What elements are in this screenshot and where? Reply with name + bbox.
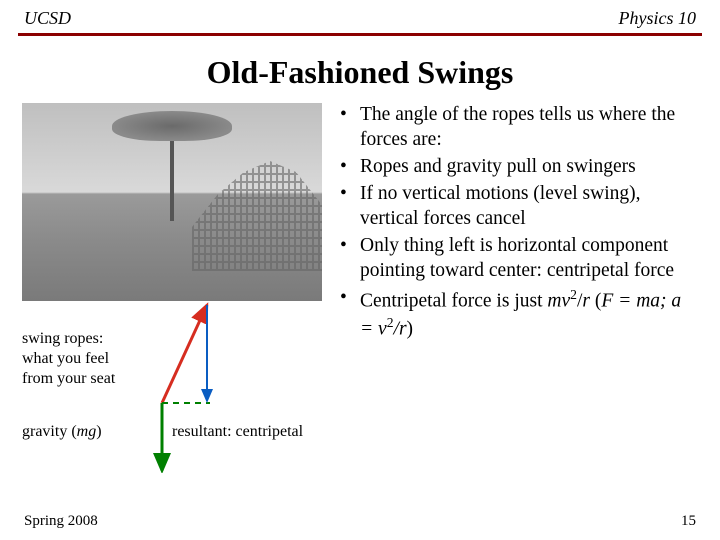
bullet-list: The angle of the ropes tells us where th…: [338, 103, 698, 343]
footer-right: 15: [681, 513, 696, 530]
vector-diagram: [142, 293, 322, 473]
bullet-2: Ropes and gravity pull on swingers: [338, 155, 698, 180]
right-column: The angle of the ropes tells us where th…: [322, 103, 698, 471]
left-column: swing ropes: what you feel from your sea…: [22, 103, 322, 471]
slide-title: Old-Fashioned Swings: [0, 54, 720, 91]
header-rule: [18, 33, 702, 36]
footer-left: Spring 2008: [24, 513, 98, 530]
gravity-label: gravity (mg): [22, 423, 102, 441]
rope-label-line2: what you feel: [22, 350, 109, 367]
footer: Spring 2008 15: [24, 513, 696, 530]
bullet-1: The angle of the ropes tells us where th…: [338, 103, 698, 153]
force-diagram: swing ropes: what you feel from your sea…: [22, 301, 322, 471]
rope-label-line3: from your seat: [22, 370, 115, 387]
rope-label-line1: swing ropes:: [22, 330, 103, 347]
bullet-4: Only thing left is horizontal component …: [338, 234, 698, 284]
header-left: UCSD: [24, 8, 71, 29]
header-right: Physics 10: [619, 8, 696, 29]
coaster-silhouette: [192, 161, 322, 271]
content-area: swing ropes: what you feel from your sea…: [0, 91, 720, 471]
bullet-3: If no vertical motions (level swing), ve…: [338, 182, 698, 232]
bullet-5: Centripetal force is just mv2/r (F = ma;…: [338, 286, 698, 343]
rope-label: swing ropes: what you feel from your sea…: [22, 329, 115, 389]
swing-ride-photo: [22, 103, 322, 301]
